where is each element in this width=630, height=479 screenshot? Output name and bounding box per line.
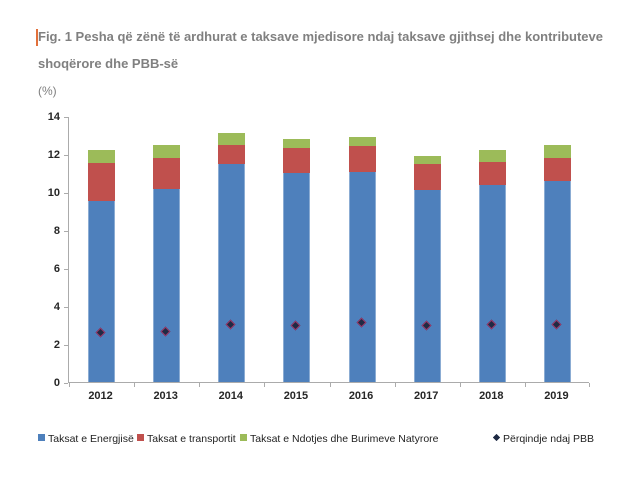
x-category-label-2015: 2015 (283, 390, 309, 402)
y-tick-mark (64, 155, 68, 156)
revision-change-bar (36, 29, 38, 46)
chart-title-line1: Fig. 1 Pesha që zënë të ardhurat e taksa… (38, 29, 603, 44)
x-tick-mark (264, 383, 266, 387)
y-tick-label: 0 (53, 377, 60, 389)
y-tick-label: 8 (53, 225, 60, 237)
bar-segment-transport-2019 (543, 157, 571, 181)
x-category-label-2018: 2018 (479, 390, 504, 402)
bar-segment-transport-2017 (413, 164, 441, 191)
bar-segment-energy-2017 (413, 190, 441, 382)
x-tick-mark (199, 383, 201, 387)
legend-diamond-icon (492, 434, 501, 442)
legend-label: Taksat e transportit (147, 432, 236, 445)
y-tick-mark (64, 383, 68, 384)
y-tick-mark (64, 345, 68, 346)
x-category-label-2016: 2016 (348, 390, 374, 402)
bar-segment-pollution-2012 (88, 150, 116, 163)
bar-segment-energy-2014 (218, 164, 246, 382)
bar-segment-transport-2014 (218, 144, 246, 165)
bar-segment-energy-2016 (348, 172, 376, 382)
bar-segment-pollution-2013 (153, 145, 181, 158)
x-tick-mark (394, 383, 396, 387)
bar-segment-energy-2012 (88, 200, 116, 382)
y-tick-label: 6 (53, 263, 60, 275)
y-tick-mark (64, 231, 68, 232)
legend-label: Taksat e Ndotjes dhe Burimeve Natyrore (250, 432, 439, 445)
legend-item: Taksat e transportit (137, 430, 236, 445)
bar-segment-energy-2019 (543, 180, 571, 382)
legend-label: Përqindje ndaj PBB (503, 432, 595, 445)
x-category-label-2014: 2014 (218, 390, 244, 402)
x-tick-mark (329, 383, 331, 387)
y-axis-unit-label: (%) (38, 84, 57, 98)
bar-segment-pollution-2019 (543, 144, 571, 158)
legend-square-icon (240, 434, 247, 442)
bar-segment-transport-2016 (348, 146, 376, 173)
bar-segment-energy-2018 (478, 185, 506, 382)
bar-segment-pollution-2017 (413, 155, 441, 165)
legend-square-icon (137, 434, 144, 442)
bar-segment-transport-2015 (283, 148, 311, 173)
y-tick-label: 12 (47, 149, 60, 161)
y-tick-label: 2 (53, 339, 60, 351)
x-tick-mark (134, 383, 136, 387)
y-tick-mark (64, 269, 68, 270)
x-category-label-2013: 2013 (153, 390, 178, 402)
bar-segment-pollution-2018 (478, 150, 506, 162)
x-tick-mark (459, 383, 461, 387)
y-tick-mark (64, 307, 68, 308)
y-tick-mark (64, 193, 68, 194)
bar-segment-energy-2015 (283, 173, 311, 382)
legend-item: Përqindje ndaj PBB (492, 430, 595, 445)
y-tick-mark (64, 117, 68, 118)
bar-segment-transport-2018 (478, 161, 506, 186)
legend-item: Taksat e Energjisë (38, 430, 134, 445)
x-category-label-2019: 2019 (544, 390, 569, 402)
bar-segment-energy-2013 (153, 189, 181, 382)
bar-segment-transport-2013 (153, 157, 181, 190)
x-tick-mark (524, 383, 526, 387)
legend-square-icon (38, 434, 45, 442)
x-tick-mark (69, 383, 70, 387)
legend-item: Taksat e Ndotjes dhe Burimeve Natyrore (240, 430, 439, 445)
x-category-label-2017: 2017 (413, 390, 439, 402)
x-tick-mark (589, 383, 590, 387)
y-tick-label: 10 (47, 187, 60, 199)
bar-segment-pollution-2016 (348, 136, 376, 147)
plot-area (64, 117, 590, 387)
y-tick-label: 4 (53, 301, 60, 313)
legend-label: Taksat e Energjisë (48, 432, 134, 445)
chart-title-line2: shoqërore dhe PBB-së (38, 56, 179, 71)
bar-segment-pollution-2015 (283, 138, 311, 149)
y-tick-label: 14 (47, 111, 60, 123)
x-category-label-2012: 2012 (88, 390, 113, 402)
bar-segment-transport-2012 (88, 162, 116, 201)
bar-segment-pollution-2014 (218, 133, 246, 145)
